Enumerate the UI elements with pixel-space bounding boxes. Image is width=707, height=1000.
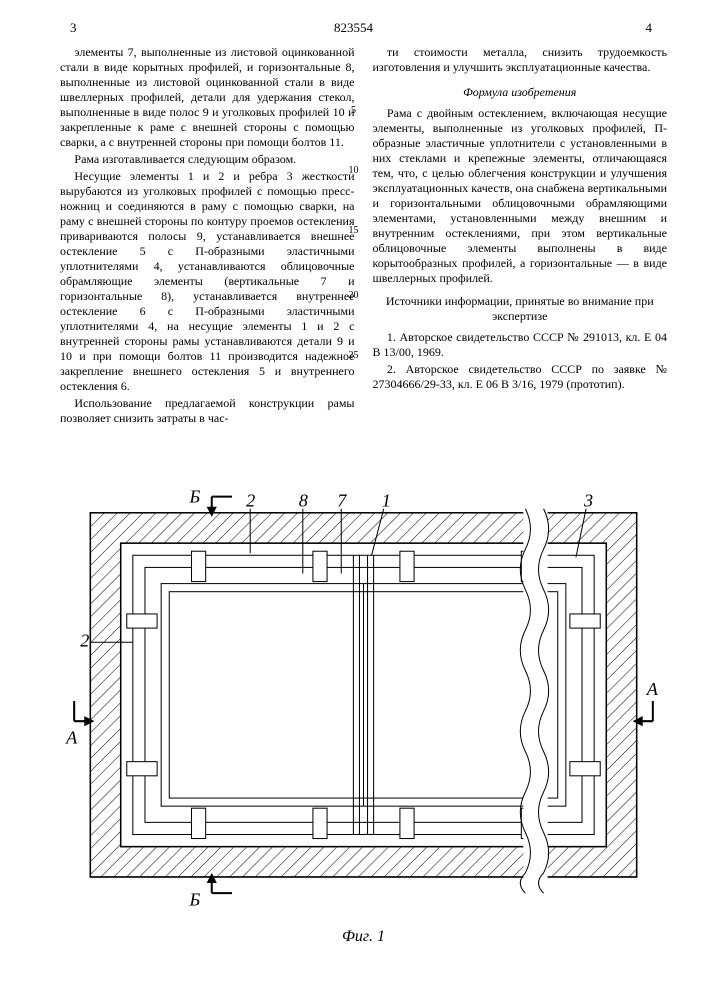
page-num-left: 3 [70, 20, 77, 36]
figure-svg: Б Б А А 2 2 8 7 1 3 [60, 490, 667, 920]
para: Несущие элементы 1 и 2 и ребра 3 жест­ко… [60, 169, 355, 394]
label-A-right: А [646, 679, 659, 699]
para: Рама с двойным остеклением, включаю­щая … [373, 106, 668, 286]
para: 1. Авторское свидетельство СССР № 291013… [373, 330, 668, 360]
label-1: 1 [382, 491, 391, 511]
label-2a: 2 [246, 491, 255, 511]
drawing-break [520, 507, 548, 893]
page-num-right: 4 [646, 20, 653, 36]
label-2b: 2 [80, 630, 89, 650]
page: 3 823554 4 5 10 15 20 25 элементы 7, вып… [0, 0, 707, 1000]
right-column: ти стоимости металла, снизить трудоемкос… [373, 45, 668, 428]
label-7: 7 [337, 491, 347, 511]
label-A-left: А [65, 727, 78, 747]
para: Использование предлагаемой конструк­ции … [60, 396, 355, 426]
para: элементы 7, выполненные из листовой оцин… [60, 45, 355, 150]
para: 2. Авторское свидетельство СССР по за­яв… [373, 362, 668, 392]
label-3: 3 [583, 491, 593, 511]
para: ти стоимости металла, снизить трудоемкос… [373, 45, 668, 75]
text-columns: элементы 7, выполненные из листовой оцин… [60, 45, 667, 428]
sources-heading: Источники информации, принятые во вниман… [373, 294, 668, 324]
label-B-bot: Б [188, 889, 200, 909]
figure-1: Б Б А А 2 2 8 7 1 3 Фиг. 1 [60, 490, 667, 950]
left-column: элементы 7, выполненные из листовой оцин… [60, 45, 355, 428]
center-mullion [353, 555, 373, 834]
doc-number: 823554 [334, 20, 373, 36]
label-8: 8 [299, 491, 308, 511]
claims-heading: Формула изобретения [373, 85, 668, 100]
label-B-top: Б [188, 490, 200, 507]
figure-caption: Фиг. 1 [342, 928, 385, 946]
para: Рама изготавливается следующим обра­зом. [60, 152, 355, 167]
